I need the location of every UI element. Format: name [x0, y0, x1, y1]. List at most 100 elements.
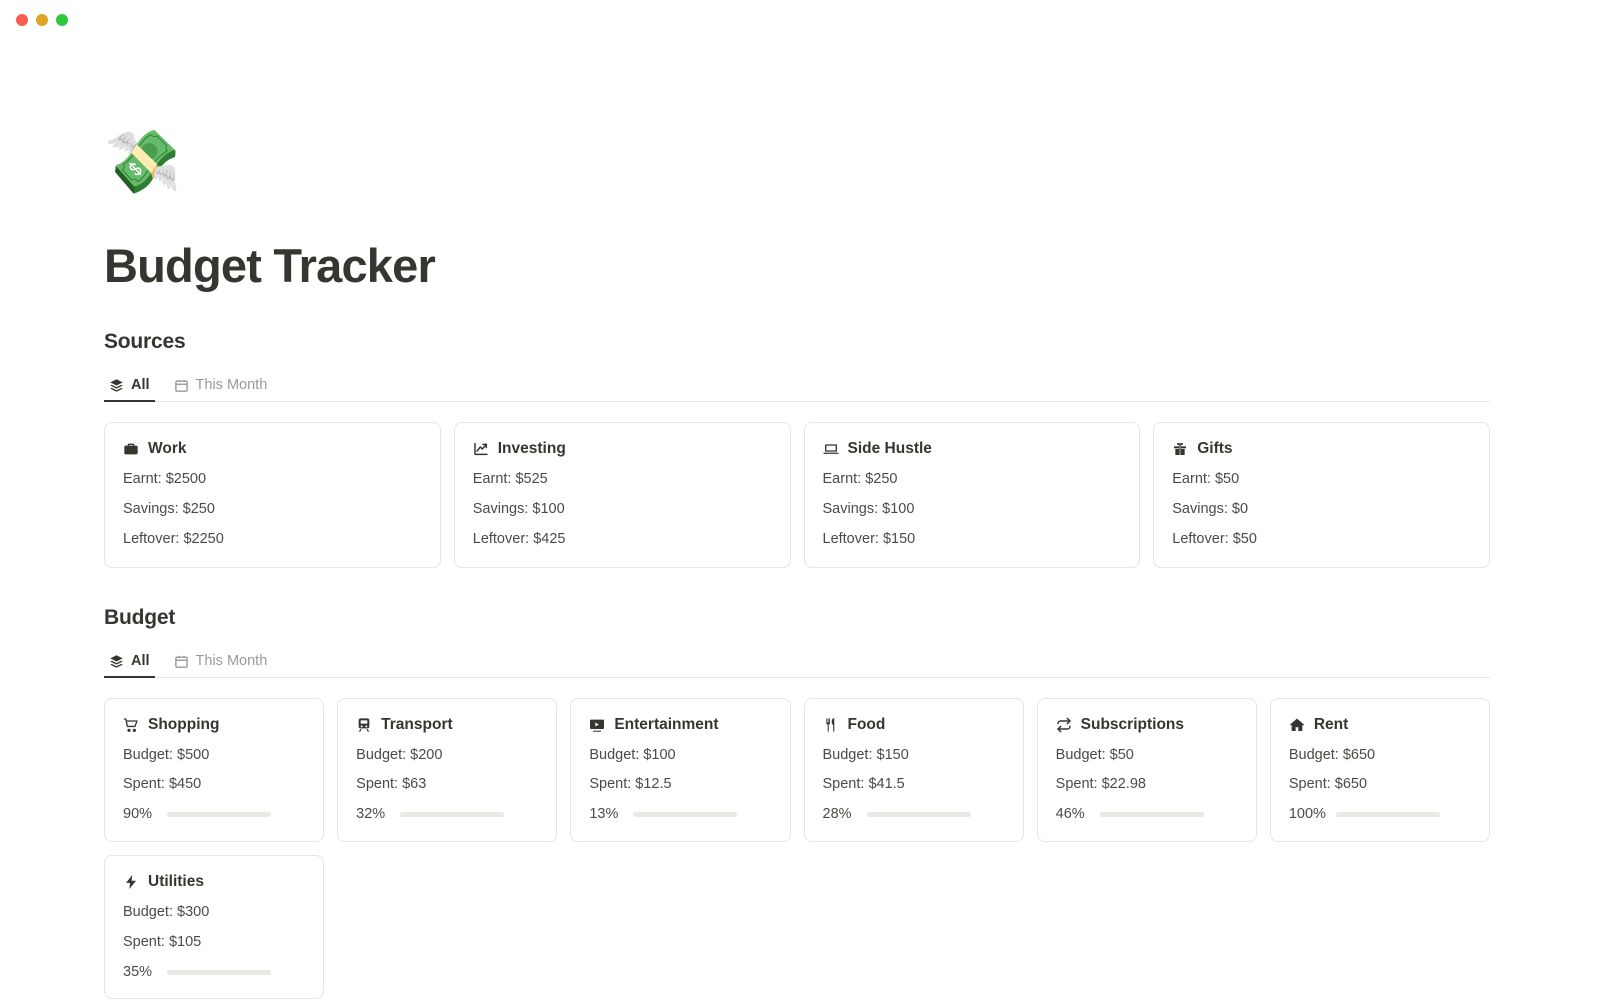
- budget-card-utilities[interactable]: Utilities Budget: $300 Spent: $105 35%: [104, 854, 325, 1000]
- budget-progress: 32%: [356, 807, 538, 822]
- budget-card-title: Rent: [1289, 716, 1471, 734]
- budget-amount: Budget: $500: [123, 746, 210, 763]
- budget-name: Entertainment: [614, 715, 719, 733]
- budget-card-transport[interactable]: Transport Budget: $200 Spent: $63 32%: [337, 697, 558, 842]
- budget-spent: Spent: $105: [123, 933, 202, 950]
- source-name: Work: [148, 439, 187, 457]
- sources-tab-this-month-label: This Month: [195, 376, 268, 393]
- budget-amount: Budget: $100: [589, 746, 676, 763]
- budget-name: Rent: [1313, 715, 1349, 733]
- source-name: Gifts: [1197, 439, 1233, 457]
- page-title: Budget Tracker: [104, 239, 436, 292]
- source-card-title: Work: [123, 440, 422, 458]
- trending-up-icon: [473, 441, 489, 457]
- budget-spent: Spent: $650: [1288, 776, 1368, 793]
- progress-track: [167, 812, 271, 818]
- budget-progress: 90%: [123, 807, 305, 822]
- page-content: 💸 Budget Tracker Sources All: [0, 40, 1600, 1000]
- sources-tab-all-label: All: [131, 376, 150, 393]
- sources-section: Sources All: [104, 330, 1490, 568]
- budget-percent-label: 32%: [356, 806, 386, 823]
- sources-tabbar: All This Month: [104, 368, 1490, 402]
- budget-name: Food: [847, 715, 886, 733]
- source-earnt: Earnt: $2500: [123, 470, 207, 487]
- briefcase-icon: [123, 441, 139, 457]
- budget-name: Transport: [381, 715, 453, 733]
- budget-percent-label: 90%: [123, 806, 153, 823]
- source-earnt: Earnt: $50: [1172, 470, 1240, 487]
- source-leftover: Leftover: $50: [1172, 530, 1257, 547]
- source-earnt: Earnt: $250: [822, 470, 898, 487]
- tv-icon: [589, 717, 605, 733]
- budget-tabbar: All This Month: [104, 644, 1490, 678]
- source-name: Side Hustle: [847, 439, 932, 457]
- gift-icon: [1172, 441, 1188, 457]
- budget-amount: Budget: $150: [822, 746, 909, 763]
- close-window-button[interactable]: [16, 14, 28, 26]
- layers-icon: [109, 378, 124, 393]
- zoom-window-button[interactable]: [56, 14, 68, 26]
- budget-amount: Budget: $300: [123, 903, 210, 920]
- budget-amount: Budget: $200: [356, 746, 443, 763]
- layers-icon: [109, 654, 124, 669]
- budget-card-title: Utilities: [123, 873, 305, 891]
- source-savings: Savings: $100: [472, 500, 565, 517]
- budget-heading: Budget: [104, 605, 176, 629]
- budget-card-title: Shopping: [123, 716, 305, 734]
- source-card-investing[interactable]: Investing Earnt: $525 Savings: $100 Left…: [453, 421, 791, 568]
- source-name: Investing: [497, 439, 566, 457]
- budget-progress: 13%: [589, 807, 771, 822]
- budget-spent: Spent: $41.5: [822, 776, 905, 793]
- sources-tab-this-month[interactable]: This Month: [169, 378, 273, 402]
- shopping-cart-icon: [123, 717, 139, 733]
- budget-tab-this-month[interactable]: This Month: [169, 654, 273, 678]
- lightning-bolt-icon: [123, 874, 139, 890]
- progress-track: [633, 812, 738, 818]
- budget-progress: 100%: [1289, 807, 1471, 822]
- budget-progress: 35%: [123, 965, 305, 980]
- source-card-gifts[interactable]: Gifts Earnt: $50 Savings: $0 Leftover: $…: [1153, 421, 1490, 568]
- budget-card-food[interactable]: Food Budget: $150 Spent: $41.5 28%: [803, 697, 1024, 842]
- budget-card-title: Entertainment: [589, 716, 771, 734]
- source-card-title: Side Hustle: [822, 439, 1122, 458]
- budget-percent-label: 28%: [822, 806, 852, 823]
- sources-tab-all[interactable]: All: [104, 378, 155, 402]
- budget-spent: Spent: $450: [123, 776, 202, 793]
- budget-percent-label: 13%: [589, 806, 619, 823]
- budget-card-subscriptions[interactable]: Subscriptions Budget: $50 Spent: $22.98 …: [1036, 697, 1257, 842]
- source-savings: Savings: $100: [822, 500, 915, 517]
- source-earnt: Earnt: $525: [472, 470, 548, 487]
- utensils-icon: [823, 717, 839, 733]
- budget-percent-label: 46%: [1055, 806, 1085, 823]
- page-emoji-money-with-wings: 💸: [104, 128, 182, 197]
- budget-section: Budget All: [104, 606, 1490, 1000]
- refresh-cycle-icon: [1056, 717, 1072, 733]
- progress-track: [866, 812, 971, 818]
- progress-track: [1099, 812, 1204, 818]
- laptop-icon: [822, 441, 839, 457]
- progress-track: [167, 969, 271, 975]
- budget-spent: Spent: $22.98: [1055, 776, 1146, 793]
- budget-card-grid: Shopping Budget: $500 Spent: $450 90%: [104, 697, 1490, 1000]
- home-icon: [1289, 717, 1305, 733]
- budget-name: Shopping: [148, 715, 220, 733]
- budget-card-rent[interactable]: Rent Budget: $650 Spent: $650 100%: [1269, 697, 1490, 842]
- progress-track: [400, 812, 505, 818]
- minimize-window-button[interactable]: [36, 14, 48, 26]
- budget-spent: Spent: $12.5: [589, 776, 672, 793]
- source-leftover: Leftover: $150: [822, 530, 916, 547]
- budget-card-title: Transport: [356, 716, 538, 734]
- source-card-work[interactable]: Work Earnt: $2500 Savings: $250 Leftover…: [104, 421, 441, 568]
- budget-card-title: Food: [823, 716, 1005, 734]
- budget-card-entertainment[interactable]: Entertainment Budget: $100 Spent: $12.5 …: [570, 697, 791, 842]
- source-card-side-hustle[interactable]: Side Hustle Earnt: $250 Savings: $100 Le…: [803, 421, 1141, 568]
- source-card-title: Gifts: [1172, 440, 1471, 458]
- budget-percent-label: 35%: [123, 963, 153, 980]
- sources-card-grid: Work Earnt: $2500 Savings: $250 Leftover…: [104, 421, 1490, 568]
- train-icon: [356, 717, 372, 733]
- budget-card-shopping[interactable]: Shopping Budget: $500 Spent: $450 90%: [104, 697, 325, 842]
- source-leftover: Leftover: $425: [472, 530, 566, 547]
- budget-tab-all[interactable]: All: [104, 654, 155, 678]
- budget-name: Subscriptions: [1080, 715, 1185, 733]
- budget-card-title: Subscriptions: [1056, 716, 1238, 734]
